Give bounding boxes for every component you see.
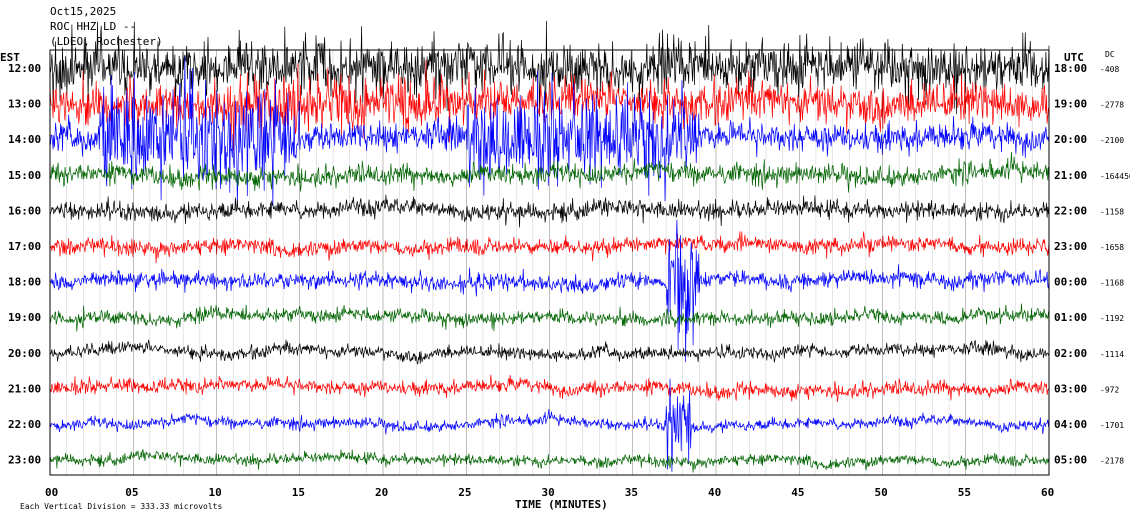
x-tick-00: 00 — [45, 486, 58, 499]
x-tick-labels: 00 05 10 15 20 25 30 35 40 45 50 55 60 — [45, 486, 1054, 499]
utc-label-2: 20:00 — [1054, 133, 1087, 146]
utc-label-1: 19:00 — [1054, 98, 1087, 111]
dc-value-10: -1701 — [1100, 421, 1124, 430]
dc-value-6: -1168 — [1100, 279, 1124, 288]
x-tick-50: 50 — [875, 486, 888, 499]
x-tick-45: 45 — [791, 486, 804, 499]
minute-gridlines — [66, 50, 1033, 475]
scale-note: Each Vertical Division = 333.33 microvol… — [20, 502, 222, 511]
utc-label-3: 21:00 — [1054, 169, 1087, 182]
utc-label-11: 05:00 — [1054, 454, 1087, 467]
utc-label-8: 02:00 — [1054, 347, 1087, 360]
utc-label-4: 22:00 — [1054, 204, 1087, 217]
utc-label-0: 18:00 — [1054, 62, 1087, 75]
x-tick-25: 25 — [458, 486, 471, 499]
dc-value-3: -164456 — [1100, 172, 1130, 181]
dc-value-8: -1114 — [1100, 350, 1124, 359]
header-date: Oct15,2025 — [50, 5, 116, 18]
est-label-7: 19:00 — [8, 311, 41, 324]
est-zone-label: EST — [0, 51, 20, 64]
x-tick-40: 40 — [708, 486, 721, 499]
x-tick-35: 35 — [625, 486, 638, 499]
dc-offset-labels: -408 -2778 -2100 -164456 -1158 -1658 -1168 -119… — [1100, 65, 1130, 466]
x-axis-label: TIME (MINUTES) — [515, 498, 608, 511]
x-tick-05: 05 — [125, 486, 138, 499]
est-label-9: 21:00 — [8, 382, 41, 395]
utc-label-10: 04:00 — [1054, 418, 1087, 431]
x-tick-55: 55 — [958, 486, 971, 499]
header-station: ROC HHZ LD -- — [50, 20, 136, 33]
x-tick-15: 15 — [292, 486, 305, 499]
x-tick-10: 10 — [209, 486, 222, 499]
dc-value-1: -2778 — [1100, 101, 1124, 110]
est-hour-labels: 12:00 13:00 14:00 15:00 16:00 17:00 18:00 19:00… — [8, 62, 41, 467]
dc-value-2: -2100 — [1100, 136, 1124, 145]
utc-label-6: 00:00 — [1054, 276, 1087, 289]
est-label-4: 16:00 — [8, 204, 41, 217]
dc-value-7: -1192 — [1100, 314, 1124, 323]
est-label-10: 22:00 — [8, 418, 41, 431]
utc-zone-label: UTC — [1064, 51, 1084, 64]
dc-value-4: -1158 — [1100, 207, 1124, 216]
utc-label-5: 23:00 — [1054, 240, 1087, 253]
utc-hour-labels: 18:00 19:00 20:00 21:00 22:00 23:00 00:00 01:00… — [1054, 62, 1087, 467]
x-tick-30: 30 — [542, 486, 555, 499]
est-label-2: 14:00 — [8, 133, 41, 146]
est-label-1: 13:00 — [8, 98, 41, 111]
est-label-3: 15:00 — [8, 169, 41, 182]
est-label-5: 17:00 — [8, 240, 41, 253]
dc-column-label: DC — [1105, 50, 1115, 59]
dc-value-9: -972 — [1100, 385, 1119, 394]
est-label-0: 12:00 — [8, 62, 41, 75]
dc-value-0: -408 — [1100, 65, 1119, 74]
utc-label-7: 01:00 — [1054, 311, 1087, 324]
x-tick-60: 60 — [1041, 486, 1054, 499]
dc-value-11: -2178 — [1100, 457, 1124, 466]
utc-label-9: 03:00 — [1054, 382, 1087, 395]
x-tick-20: 20 — [375, 486, 388, 499]
dc-value-5: -1658 — [1100, 243, 1124, 252]
est-label-6: 18:00 — [8, 276, 41, 289]
est-label-8: 20:00 — [8, 347, 41, 360]
est-label-11: 23:00 — [8, 454, 41, 467]
header-network: (LDEO, Rochester) — [50, 35, 163, 48]
